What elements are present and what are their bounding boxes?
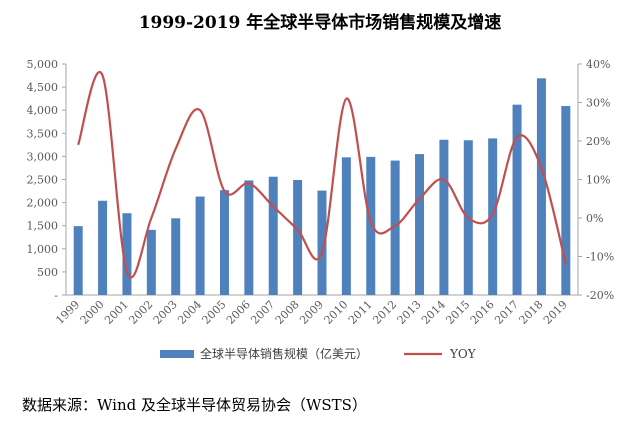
- right-tick-label: 20%: [586, 135, 610, 148]
- bar: [439, 139, 449, 295]
- x-tick-label: 1999: [53, 298, 82, 327]
- bar: [561, 106, 571, 296]
- x-tick-label: 2008: [273, 298, 302, 327]
- left-tick-label: 1,000: [27, 243, 59, 256]
- x-tick-label: 2018: [517, 298, 546, 327]
- bar: [98, 200, 108, 295]
- left-tick-label: 500: [37, 266, 58, 279]
- bar: [244, 180, 254, 295]
- left-tick-label: 3,500: [27, 127, 59, 140]
- x-tick-label: 2000: [78, 298, 107, 327]
- bar: [122, 213, 132, 295]
- bar: [488, 138, 498, 295]
- x-tick-label: 2005: [200, 298, 229, 327]
- x-tick-label: 2014: [419, 298, 448, 327]
- x-tick-label: 2015: [443, 298, 472, 327]
- x-tick-label: 2013: [395, 298, 424, 327]
- bar: [146, 229, 156, 295]
- left-tick-label: 4,500: [27, 81, 59, 94]
- bar: [415, 154, 425, 295]
- bar: [219, 190, 229, 295]
- right-tick-label: -20%: [586, 289, 614, 302]
- x-tick-label: 2011: [346, 298, 375, 327]
- left-tick-label: 3,000: [27, 150, 59, 163]
- left-tick-label: 2,500: [27, 174, 59, 187]
- right-tick-label: -10%: [586, 251, 614, 264]
- bar: [317, 190, 327, 295]
- left-tick-label: 2,000: [27, 197, 59, 210]
- x-tick-label: 2004: [175, 298, 204, 327]
- bar: [293, 179, 303, 295]
- bar: [390, 160, 400, 295]
- bar: [341, 157, 351, 295]
- x-tick-label: 2006: [224, 298, 253, 327]
- left-tick-label: -: [54, 289, 58, 302]
- bar: [268, 176, 278, 295]
- bar: [195, 196, 205, 295]
- left-tick-label: 5,000: [27, 58, 59, 71]
- bar: [73, 226, 83, 295]
- right-tick-label: 0%: [586, 212, 603, 225]
- x-tick-label: 2002: [126, 298, 155, 327]
- x-tick-label: 2012: [370, 298, 399, 327]
- legend-bar-swatch: [160, 350, 194, 358]
- source-note: 数据来源：Wind 及全球半导体贸易协会（WSTS）: [22, 396, 367, 414]
- left-tick-label: 1,500: [27, 220, 59, 233]
- x-tick-label: 2017: [492, 298, 521, 327]
- right-tick-label: 30%: [586, 97, 610, 110]
- yoy-line: [77, 71, 567, 279]
- left-tick-label: 4,000: [27, 104, 59, 117]
- right-tick-label: 40%: [586, 58, 610, 71]
- x-tick-label: 2010: [322, 298, 351, 327]
- bar: [366, 156, 376, 295]
- x-tick-label: 2007: [248, 298, 277, 327]
- bar: [171, 218, 181, 295]
- right-tick-label: 10%: [586, 174, 610, 187]
- bar: [536, 78, 546, 296]
- x-tick-label: 2016: [468, 298, 497, 327]
- chart-title: 1999-2019 年全球半导体市场销售规模及增速: [138, 13, 502, 33]
- x-tick-label: 2001: [102, 298, 131, 327]
- x-tick-label: 2019: [541, 298, 570, 327]
- x-tick-label: 2003: [151, 298, 180, 327]
- bar: [512, 104, 522, 295]
- legend-line-label: YOY: [449, 347, 477, 361]
- x-tick-label: 2009: [297, 298, 326, 327]
- legend-bar-label: 全球半导体销售规模（亿美元）: [200, 346, 368, 361]
